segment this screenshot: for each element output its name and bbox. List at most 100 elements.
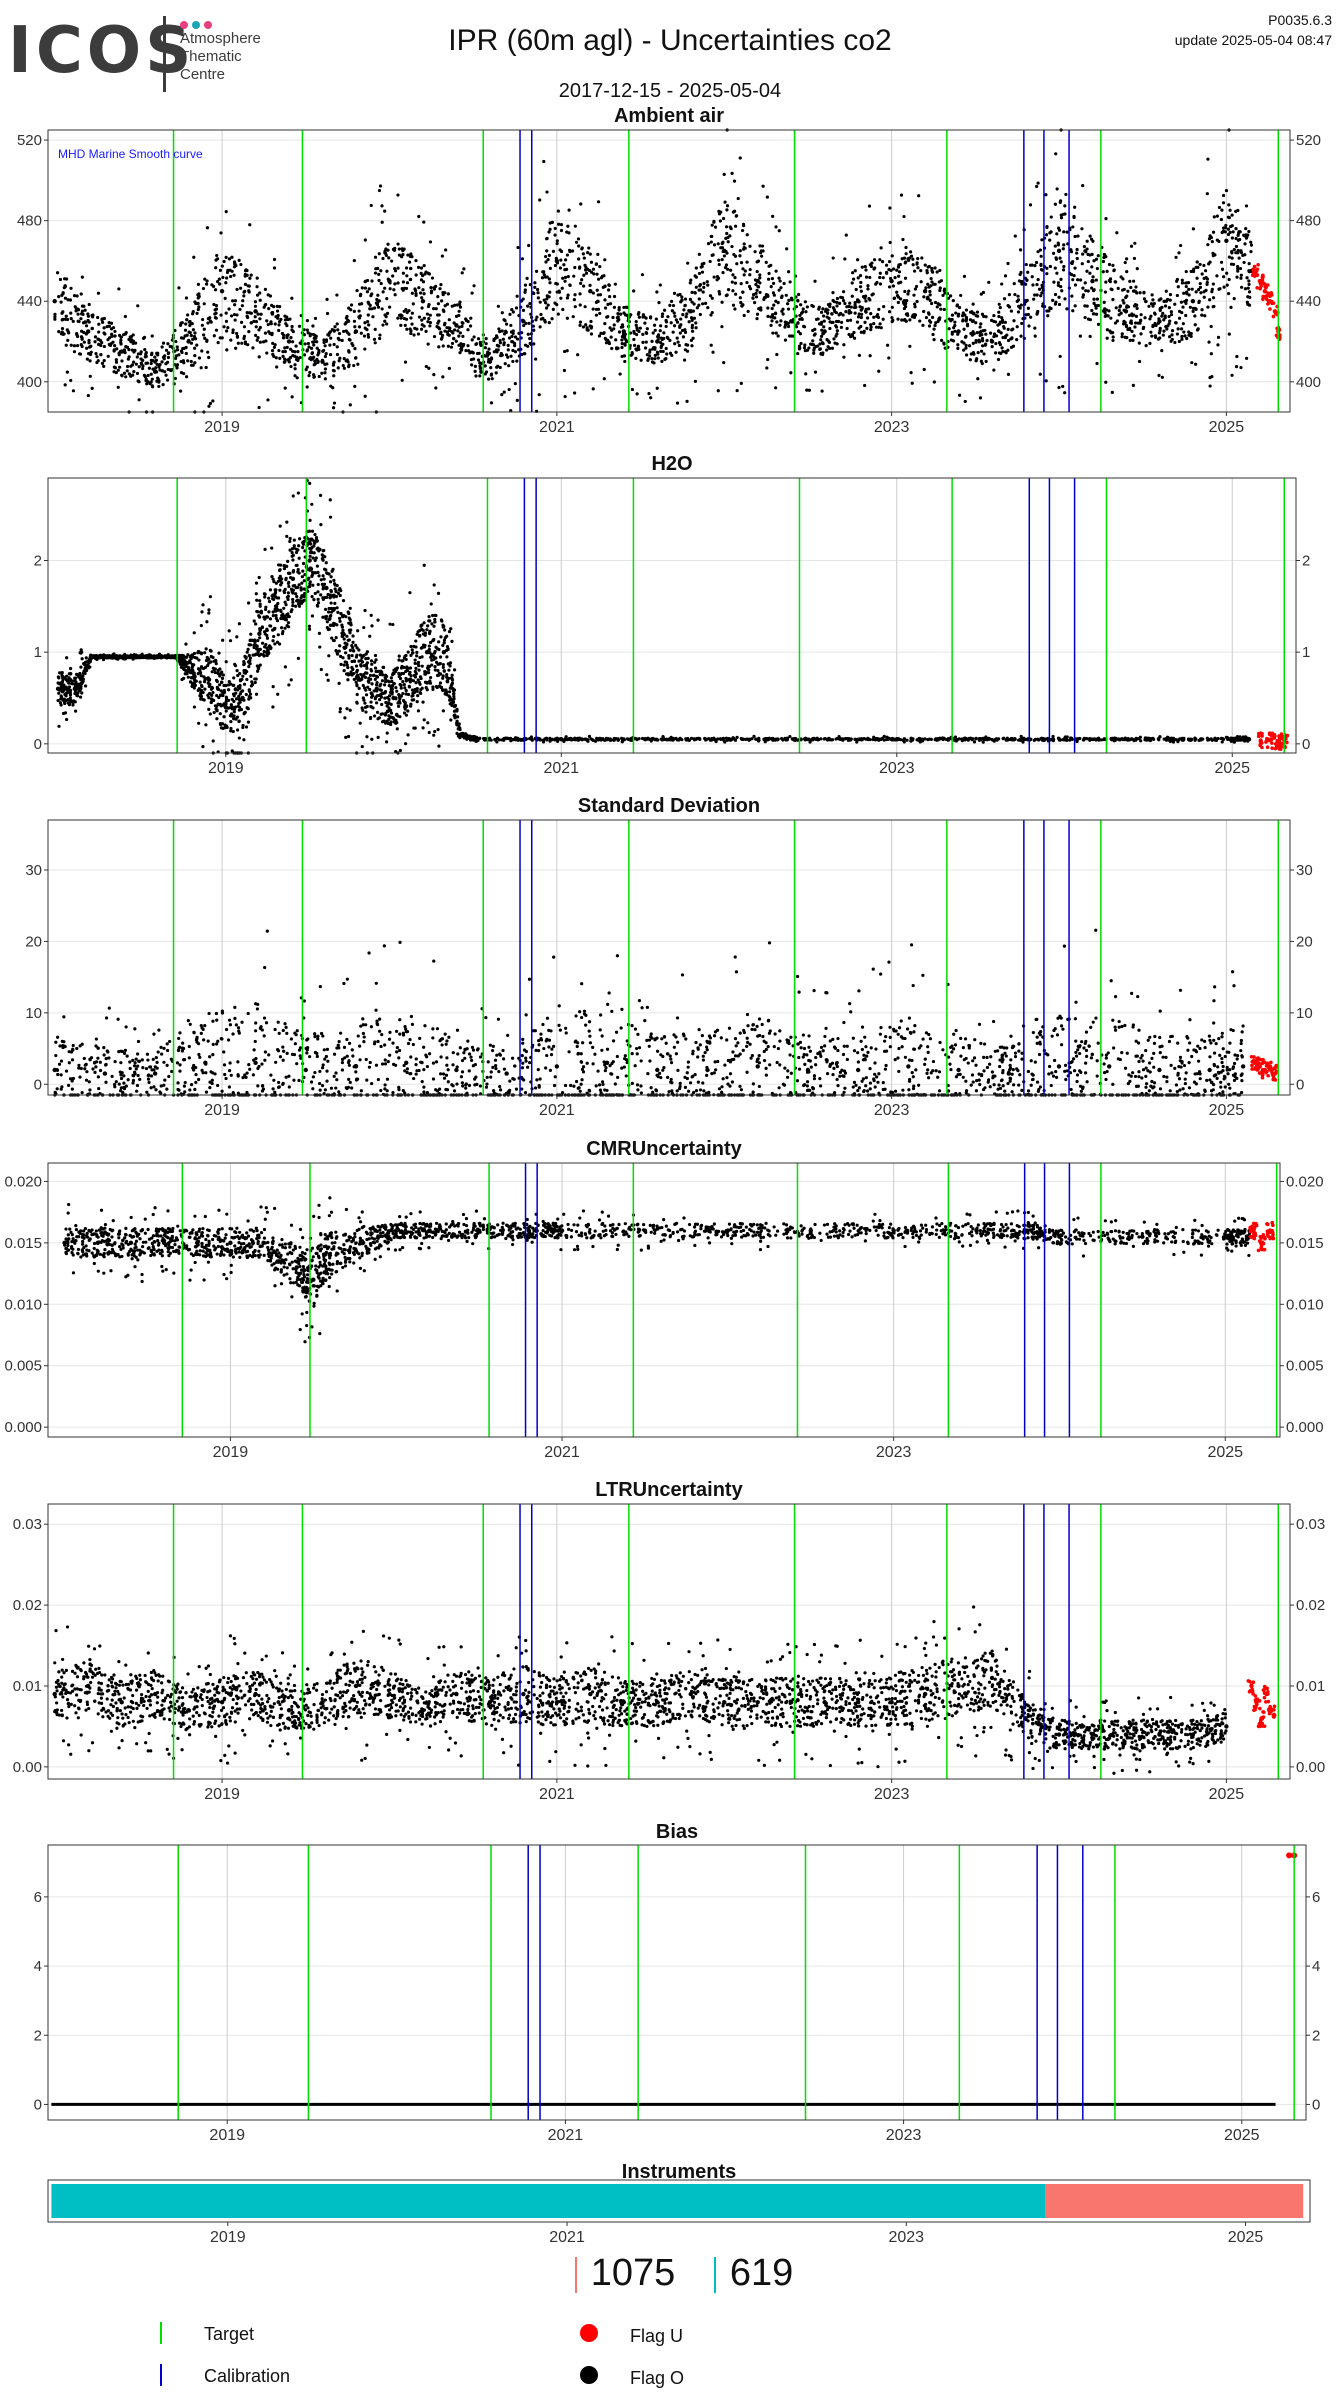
data-point: [580, 278, 584, 282]
data-point: [308, 554, 312, 558]
data-point: [656, 356, 660, 360]
data-point: [721, 249, 725, 254]
data-point: [419, 266, 424, 270]
data-point: [240, 304, 244, 308]
data-point: [314, 539, 319, 543]
data-point: [1056, 283, 1060, 288]
data-point: [484, 342, 488, 346]
data-point: [100, 317, 104, 321]
data-point: [641, 313, 645, 317]
data-point: [478, 340, 482, 344]
data-point: [1232, 247, 1236, 252]
data-point: [312, 363, 316, 367]
data-point: [957, 312, 961, 316]
data-point: [131, 333, 135, 337]
data-point: [397, 247, 401, 251]
data-point: [1044, 193, 1048, 197]
data-point: [175, 348, 180, 352]
data-point: [75, 343, 80, 348]
data-point: [136, 655, 140, 660]
data-point: [359, 331, 363, 335]
data-point: [271, 597, 275, 601]
data-point: [756, 259, 761, 263]
data-point: [293, 350, 297, 354]
data-point: [842, 343, 846, 347]
data-point: [416, 265, 421, 270]
data-point: [577, 257, 581, 261]
data-point: [1035, 282, 1039, 287]
x-tick-label: 2025: [1209, 419, 1245, 436]
data-point: [524, 321, 528, 325]
data-point: [185, 333, 189, 337]
data-point: [1057, 228, 1062, 232]
data-point: [132, 370, 136, 374]
data-point: [114, 360, 119, 364]
data-point: [1192, 267, 1196, 271]
data-point: [884, 270, 889, 275]
data-point: [990, 345, 994, 349]
data-point: [636, 344, 641, 348]
data-point: [270, 575, 274, 579]
data-point: [414, 291, 418, 296]
data-point: [603, 258, 607, 262]
data-point: [1129, 285, 1133, 290]
data-point: [885, 263, 889, 267]
data-point: [427, 316, 431, 321]
data-point: [594, 262, 599, 266]
data-point: [571, 315, 575, 319]
data-point: [738, 156, 742, 160]
data-point: [308, 481, 312, 485]
data-point: [445, 302, 450, 306]
data-point: [811, 304, 815, 309]
data-point: [717, 262, 721, 267]
data-point: [786, 302, 790, 306]
logo-subtitle-line-3: Centre: [180, 66, 226, 83]
data-point: [740, 228, 745, 233]
data-point: [413, 287, 417, 291]
data-point: [338, 616, 342, 620]
data-point: [997, 314, 1001, 319]
data-point: [335, 322, 339, 326]
data-point: [1046, 314, 1050, 318]
data-point: [122, 348, 127, 352]
data-point: [887, 267, 891, 272]
data-point: [216, 702, 220, 706]
data-point: [942, 342, 946, 346]
data-point: [1135, 291, 1139, 295]
data-point: [1103, 314, 1107, 319]
data-point: [1000, 316, 1004, 320]
data-point: [330, 636, 334, 640]
data-point: [294, 604, 298, 608]
data-point: [1104, 280, 1108, 284]
data-point: [212, 302, 216, 307]
data-point: [978, 333, 982, 337]
data-point: [403, 360, 408, 364]
data-point: [494, 348, 499, 352]
data-point: [396, 242, 400, 246]
data-point: [208, 316, 212, 320]
data-point: [611, 315, 615, 320]
data-point: [1092, 259, 1096, 263]
data-point: [581, 325, 585, 329]
data-point: [502, 343, 506, 347]
data-point: [1088, 271, 1092, 275]
data-point: [547, 295, 551, 299]
data-point: [1061, 247, 1065, 251]
data-point: [1095, 361, 1099, 366]
data-point: [161, 341, 166, 345]
data-point: [326, 333, 330, 337]
data-point: [1256, 263, 1260, 267]
data-point: [193, 346, 197, 350]
data-point: [61, 711, 66, 716]
data-point: [690, 329, 695, 333]
data-point: [489, 366, 493, 370]
data-point: [545, 249, 549, 253]
data-point: [1109, 316, 1113, 320]
data-point: [1125, 257, 1129, 261]
data-point: [238, 692, 242, 696]
data-point: [201, 744, 205, 749]
data-point: [288, 539, 292, 544]
data-point: [237, 622, 241, 626]
data-point: [123, 351, 127, 355]
data-point: [666, 336, 670, 341]
